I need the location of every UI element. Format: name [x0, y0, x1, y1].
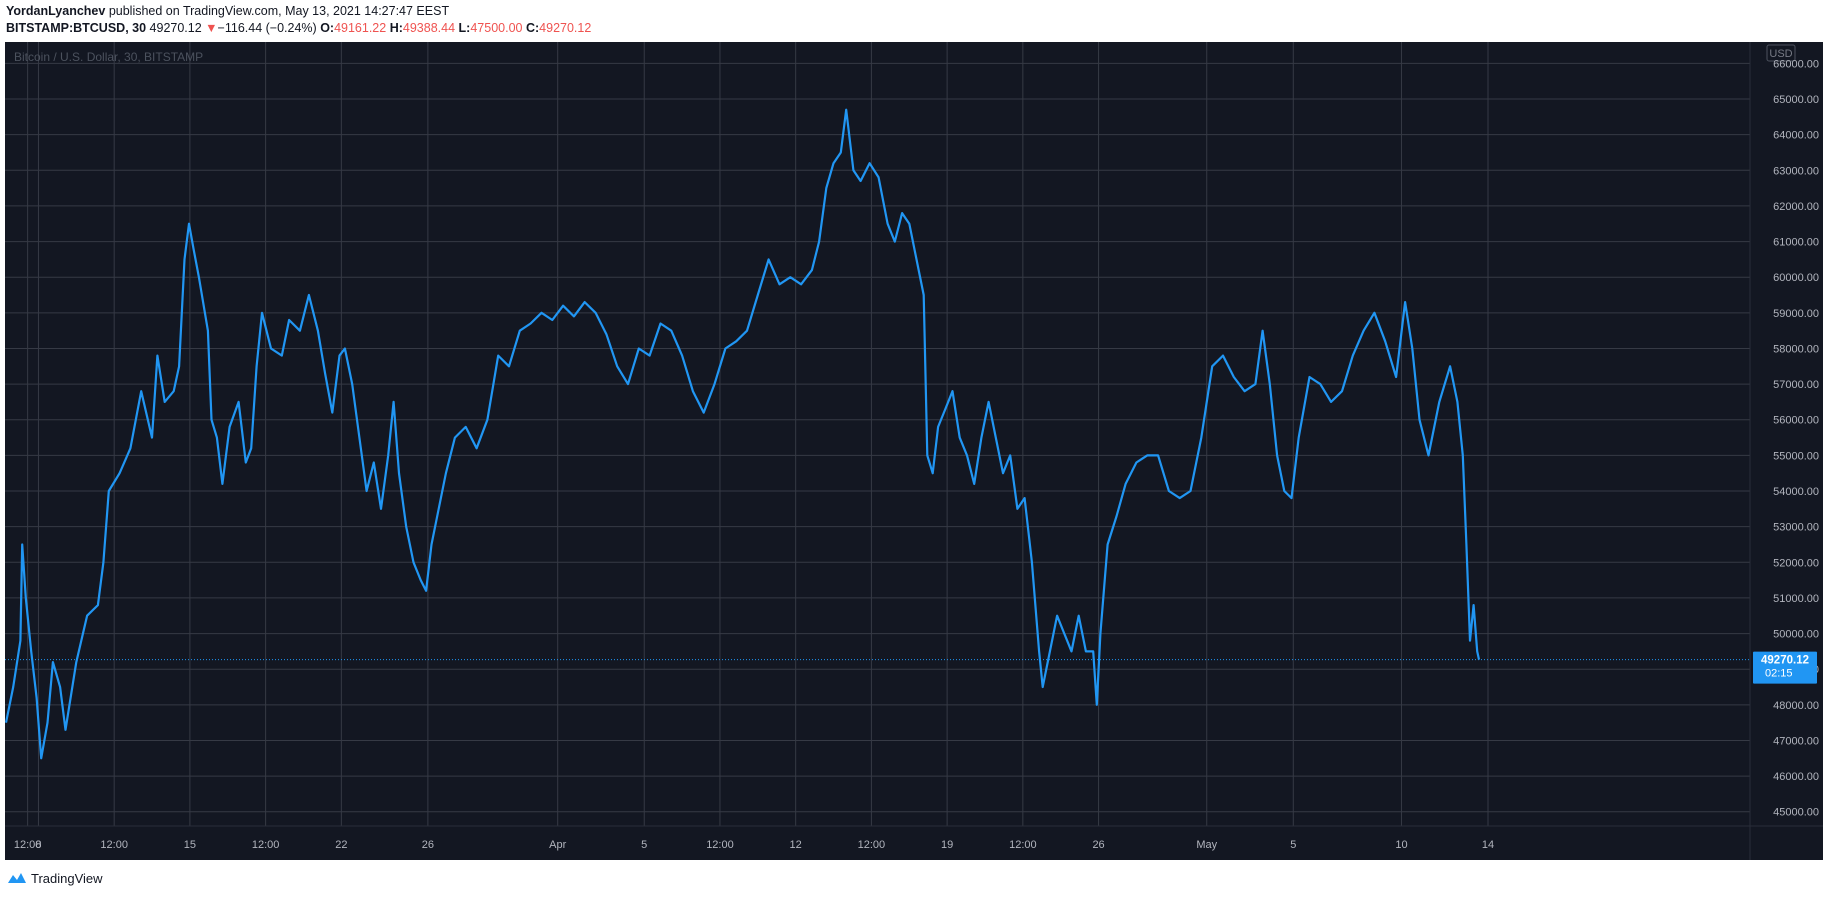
last-price-badge-value: 49270.12: [1761, 655, 1809, 667]
price-tick-label: 53000.00: [1773, 522, 1819, 534]
price-tick-label: 61000.00: [1773, 237, 1819, 249]
symbol-label: BITSTAMP:BTCUSD, 30: [6, 21, 147, 35]
price-tick-label: 48000.00: [1773, 700, 1819, 712]
time-tick-label: 10: [1395, 839, 1407, 851]
low-value: 47500.00: [470, 21, 523, 35]
high-value: 49388.44: [402, 21, 456, 35]
currency-badge-frame: [1766, 44, 1796, 62]
grid-lines: [5, 42, 1750, 826]
price-tick-label: 50000.00: [1773, 629, 1819, 641]
price-tick-label: 54000.00: [1773, 486, 1819, 498]
time-tick-label: 26: [422, 839, 434, 851]
price-tick-label: 64000.00: [1773, 130, 1819, 142]
price-change: −116.44 (−0.24%): [217, 21, 317, 35]
price-chart[interactable]: Bitcoin / U.S. Dollar, 30, BITSTAMP USD …: [5, 42, 1823, 860]
bar-countdown: 02:15: [1765, 668, 1793, 680]
price-tick-label: 58000.00: [1773, 343, 1819, 355]
open-label: O:: [320, 21, 335, 35]
price-tick-label: 62000.00: [1773, 201, 1819, 213]
publish-info: YordanLyanchev published on TradingView.…: [6, 4, 449, 18]
time-tick-label: 12:00: [14, 839, 42, 851]
footer-brand[interactable]: TradingView: [7, 868, 103, 888]
price-tick-label: 63000.00: [1773, 165, 1819, 177]
time-tick-label: 12:00: [100, 839, 128, 851]
last-price-badge-box: [1753, 651, 1817, 684]
time-axis[interactable]: 12:008 12:00 15 12:00 22 26 Apr 5 12:00 12 12:00 19…: [14, 839, 1494, 851]
down-arrow-icon: ▼: [205, 21, 218, 35]
time-tick-label: 12:00: [1009, 839, 1037, 851]
time-tick-label: 5: [1290, 839, 1296, 851]
price-tick-label: 45000.00: [1773, 807, 1819, 819]
low-label: L:: [458, 21, 471, 35]
ohlc-legend: BITSTAMP:BTCUSD, 30 49270.12 ▼−116.44 (−…: [6, 21, 591, 35]
time-tick-label: 12: [790, 839, 802, 851]
time-tick-label: 12:00: [252, 839, 280, 851]
time-tick-label: 22: [335, 839, 347, 851]
open-value: 49161.22: [334, 21, 387, 35]
high-label: H:: [389, 21, 403, 35]
price-tick-label: 57000.00: [1773, 379, 1819, 391]
time-tick-label: 26: [1092, 839, 1104, 851]
last-price-badge: 49270.12 02:15: [1753, 651, 1817, 684]
price-tick-label: 51000.00: [1773, 593, 1819, 605]
price-tick-label: 52000.00: [1773, 557, 1819, 569]
price-tick-label: 60000.00: [1773, 272, 1819, 284]
price-tick-label: 55000.00: [1773, 450, 1819, 462]
price-tick-label: 56000.00: [1773, 415, 1819, 427]
close-value: 49270.12: [539, 21, 592, 35]
price-tick-label: 65000.00: [1773, 94, 1819, 106]
published-text: published on TradingView.com, May 13, 20…: [105, 4, 450, 18]
price-tick-label: 46000.00: [1773, 771, 1819, 783]
time-tick-label: May: [1196, 839, 1217, 851]
time-tick-label: 19: [941, 839, 953, 851]
close-label: C:: [525, 21, 540, 35]
price-axis[interactable]: 45000.0046000.0047000.0048000.0049000.00…: [1773, 58, 1819, 818]
chart-watermark: Bitcoin / U.S. Dollar, 30, BITSTAMP: [14, 50, 203, 64]
time-tick-label: 12:00: [706, 839, 734, 851]
time-tick-label: 8: [35, 839, 41, 851]
author-name[interactable]: YordanLyanchev: [6, 4, 106, 18]
price-tick-label: 66000.00: [1773, 58, 1819, 70]
brand-name: TradingView: [31, 870, 103, 886]
chart-background: [5, 42, 1823, 860]
tradingview-logo-icon: [8, 873, 26, 883]
price-series-line: [5, 108, 1481, 760]
time-tick-label: 15: [184, 839, 196, 851]
time-tick-label: 12:00: [858, 839, 886, 851]
time-tick-label: Apr: [549, 839, 566, 851]
currency-badge[interactable]: USD: [1766, 44, 1796, 62]
currency-label: USD: [1769, 48, 1792, 60]
price-tick-label: 47000.00: [1773, 735, 1819, 747]
time-tick-label: 14: [1482, 839, 1494, 851]
price-tick-label: 59000.00: [1773, 308, 1819, 320]
last-price: 49270.12: [149, 21, 202, 35]
time-tick-label: 5: [641, 839, 647, 851]
